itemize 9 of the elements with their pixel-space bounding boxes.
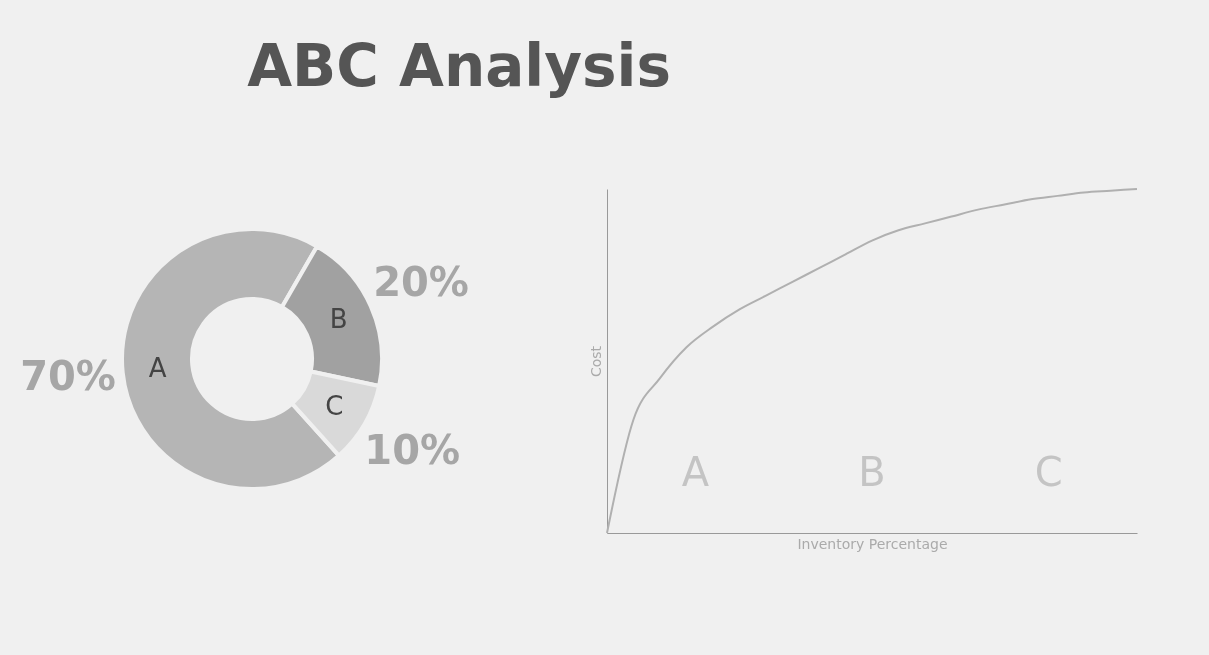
data-label: 70% xyxy=(20,353,116,400)
y-axis-title: Cost xyxy=(587,345,604,378)
slice-label: B xyxy=(329,304,348,335)
data-label: 20% xyxy=(373,258,469,305)
slice-label: A xyxy=(148,352,167,383)
data-label: 10% xyxy=(364,426,461,473)
chart-title: ABC Analysis xyxy=(247,32,671,100)
slice-label: C xyxy=(325,390,344,421)
x-axis-title: Inventory Percentage xyxy=(797,535,948,552)
